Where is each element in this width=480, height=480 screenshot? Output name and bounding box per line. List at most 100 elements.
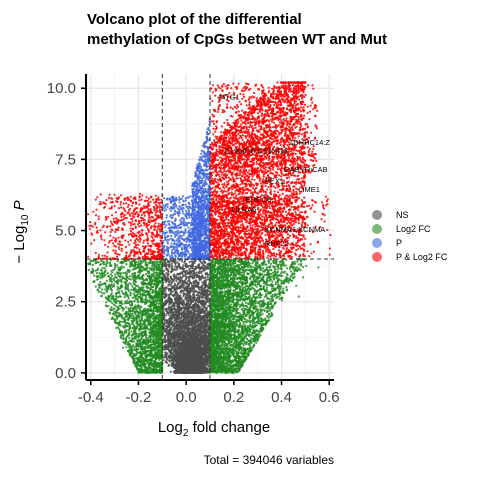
data-point [183,320,185,322]
data-point [204,292,206,294]
data-point [181,343,183,345]
data-point [198,264,200,266]
data-point [171,268,173,270]
data-point [166,332,168,334]
data-point [200,279,202,281]
data-point [188,299,190,301]
data-point [183,350,185,352]
data-point [185,288,187,290]
data-point [175,298,177,300]
data-point [180,328,182,330]
data-point [171,365,173,367]
data-point [170,312,172,314]
data-point [167,338,169,340]
data-point [197,339,199,341]
data-point [184,282,186,284]
plot-area: MTG1ZDHHC14:ZC19orf18:C19orf18GABYR:CABP… [47,74,340,406]
data-point [207,295,209,297]
data-point [191,264,193,266]
data-point [171,322,173,324]
data-point [206,370,208,372]
data-point [167,335,169,337]
data-point [203,269,205,271]
data-point [167,284,169,286]
data-point [207,328,209,330]
data-point [174,329,176,331]
data-point [177,331,179,333]
data-point [168,347,170,349]
data-point [184,315,186,317]
data-point [177,335,179,337]
data-point [164,308,166,310]
data-point [201,275,203,277]
data-point [163,317,165,319]
data-point [188,285,190,287]
data-point [174,358,176,360]
data-point [173,261,175,263]
data-point [178,309,180,311]
data-point [168,281,170,283]
data-point [175,280,177,282]
data-point [189,296,191,298]
data-point [184,260,186,262]
data-point [196,348,198,350]
data-point [168,342,170,344]
data-point [196,310,198,312]
data-point [182,307,184,309]
data-point [189,261,191,263]
data-point [204,371,206,373]
data-point [174,294,176,296]
data-point [176,363,178,365]
data-point [185,278,187,280]
data-point [164,335,166,337]
data-point [207,276,209,278]
data-point [174,292,176,294]
data-point [201,288,203,290]
data-point [193,270,195,272]
data-point [188,350,190,352]
data-point [165,314,167,316]
data-point [177,263,179,265]
data-point [196,294,198,296]
data-point [170,341,172,343]
data-point [204,286,206,288]
data-point [192,294,194,296]
data-point [183,268,185,270]
data-point [172,359,174,361]
data-point [170,271,172,273]
data-point [196,271,198,273]
data-point [167,264,169,266]
data-point [192,333,194,335]
data-point [207,274,209,276]
data-point [198,345,200,347]
data-point [206,272,208,274]
data-point [171,260,173,262]
data-point [204,319,206,321]
data-point [171,278,173,280]
data-point [207,365,209,367]
data-point [201,353,203,355]
data-point [176,324,178,326]
data-point [198,291,200,293]
data-point [172,281,174,283]
data-point [176,266,178,268]
data-point [194,302,196,304]
data-point [207,293,209,295]
data-point [163,262,165,264]
data-point [164,344,166,346]
data-point [203,290,205,292]
data-point [182,338,184,340]
data-point [200,272,202,274]
data-point [189,288,191,290]
data-point [173,269,175,271]
data-point [201,322,203,324]
data-point [202,260,204,262]
data-point [183,331,185,333]
data-point [183,324,185,326]
data-point [202,310,204,312]
data-point [202,307,204,309]
data-point [187,343,189,345]
data-point [203,301,205,303]
data-point [196,276,198,278]
